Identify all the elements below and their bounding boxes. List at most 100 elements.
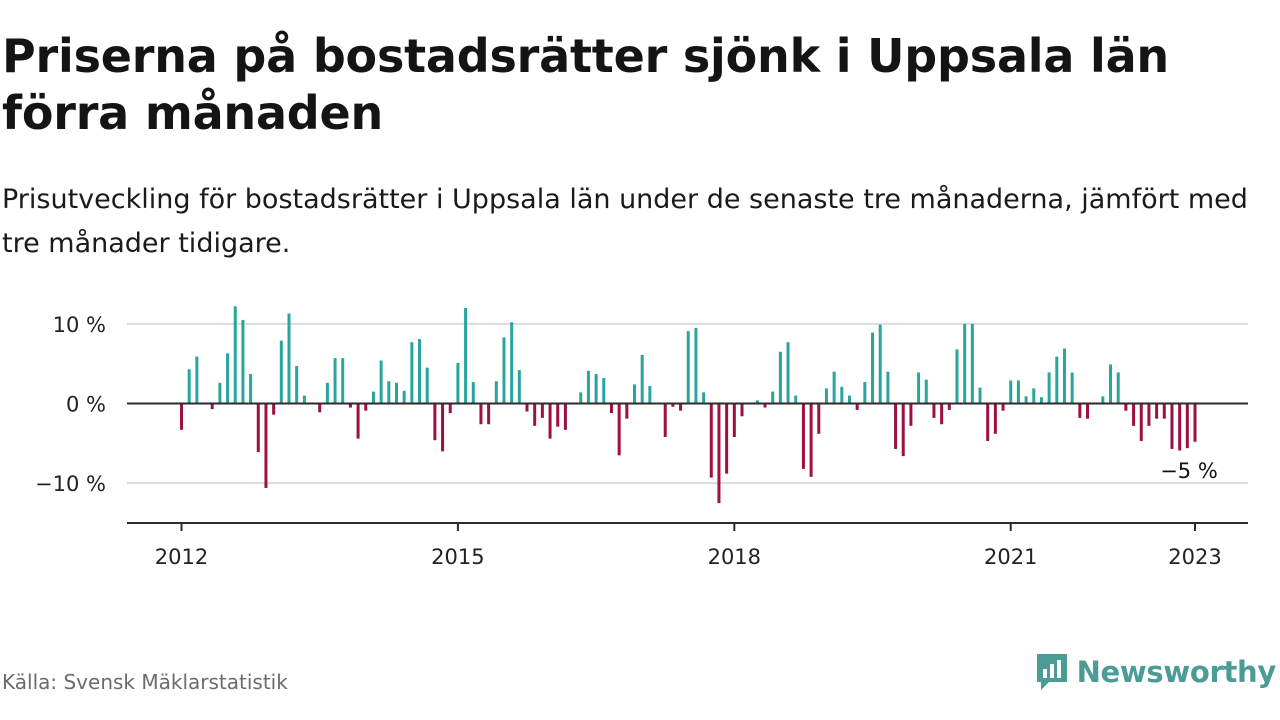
bar xyxy=(694,327,698,404)
bar xyxy=(341,358,345,404)
bar xyxy=(226,353,230,404)
newsworthy-logo: Newsworthy xyxy=(1035,652,1276,692)
bar-series xyxy=(180,306,1197,504)
bar xyxy=(1178,403,1182,451)
bar xyxy=(940,403,944,425)
bar xyxy=(256,403,260,453)
x-axis-labels: 2012 2015 2018 2021 2023 xyxy=(155,523,1222,569)
bar xyxy=(1116,372,1120,404)
bar xyxy=(686,331,690,404)
bar xyxy=(425,367,429,404)
bar xyxy=(418,339,422,404)
bar xyxy=(471,382,475,404)
bar xyxy=(924,379,928,404)
bar xyxy=(233,306,237,404)
bar xyxy=(794,395,798,404)
bar xyxy=(379,360,383,404)
bar xyxy=(510,322,514,404)
bar xyxy=(732,403,736,437)
bar xyxy=(448,403,452,414)
x-tick-label: 2021 xyxy=(984,545,1037,569)
newsworthy-logo-icon xyxy=(1036,654,1067,690)
bar xyxy=(264,403,268,488)
bar xyxy=(609,403,613,414)
bar xyxy=(487,403,491,425)
bar xyxy=(894,403,898,449)
bar xyxy=(786,342,790,404)
bar xyxy=(840,386,844,404)
bar xyxy=(464,307,468,404)
bar xyxy=(333,358,337,404)
bar xyxy=(878,324,882,404)
bar xyxy=(740,403,744,417)
bar xyxy=(556,403,560,427)
bar xyxy=(640,354,644,404)
y-tick-label: −10 % xyxy=(35,472,106,496)
bar xyxy=(295,366,299,404)
bar xyxy=(1024,396,1028,404)
x-tick-label: 2023 xyxy=(1168,545,1221,569)
bar xyxy=(456,362,460,404)
bar xyxy=(871,332,875,404)
bar xyxy=(1078,403,1082,418)
bar xyxy=(325,382,329,404)
bar xyxy=(617,403,621,456)
bar xyxy=(494,381,498,404)
bar xyxy=(1124,403,1128,411)
bar xyxy=(947,403,951,410)
bar xyxy=(540,403,544,418)
bar xyxy=(1001,403,1005,411)
bar xyxy=(579,392,583,404)
bar xyxy=(801,403,805,469)
bar xyxy=(725,403,729,474)
bar xyxy=(648,386,652,404)
bar xyxy=(525,403,529,412)
bar xyxy=(702,392,706,404)
last-value-annotation: −5 % xyxy=(1160,459,1218,483)
bar xyxy=(602,378,606,404)
bar xyxy=(909,403,913,426)
page-subtitle: Prisutveckling för bostadsrätter i Uppsa… xyxy=(2,184,1248,259)
bar xyxy=(348,403,352,408)
bar xyxy=(356,403,360,439)
bar xyxy=(886,371,890,404)
bar xyxy=(679,403,683,411)
bar xyxy=(210,403,214,410)
price-change-chart: 10 % 0 % −10 % 2012 2015 2018 2021 2023 −5 % xyxy=(35,306,1248,569)
bar xyxy=(970,323,974,404)
bar xyxy=(195,356,199,404)
bar xyxy=(986,403,990,441)
bar xyxy=(180,403,183,430)
y-tick-label: 10 % xyxy=(53,313,106,337)
bar xyxy=(433,403,437,441)
bar xyxy=(479,403,483,425)
bar xyxy=(901,403,905,457)
bar xyxy=(586,370,590,404)
bar xyxy=(955,349,959,404)
bar xyxy=(1009,380,1013,404)
bar xyxy=(771,391,775,404)
bar xyxy=(279,340,283,404)
bar xyxy=(1062,348,1066,404)
bar xyxy=(847,395,851,404)
bar xyxy=(594,374,598,404)
bar xyxy=(1039,397,1043,404)
bar xyxy=(218,382,222,404)
bar xyxy=(1193,403,1197,442)
y-tick-label: 0 % xyxy=(66,393,106,417)
bar xyxy=(502,337,506,404)
bar xyxy=(548,403,552,439)
newsworthy-logo-text: Newsworthy xyxy=(1076,655,1277,689)
bar xyxy=(1047,372,1051,404)
bar xyxy=(318,403,322,413)
bar xyxy=(778,351,782,404)
bar xyxy=(302,395,306,404)
bar xyxy=(625,403,629,419)
bar xyxy=(1132,403,1136,426)
bar xyxy=(663,403,667,437)
bar xyxy=(978,387,982,404)
page-title: Priserna på bostadsrätter sjönk i Uppsal… xyxy=(2,29,1169,140)
source-note: Källa: Svensk Mäklarstatistik xyxy=(2,670,288,694)
bar xyxy=(533,403,537,426)
bar xyxy=(249,374,253,404)
